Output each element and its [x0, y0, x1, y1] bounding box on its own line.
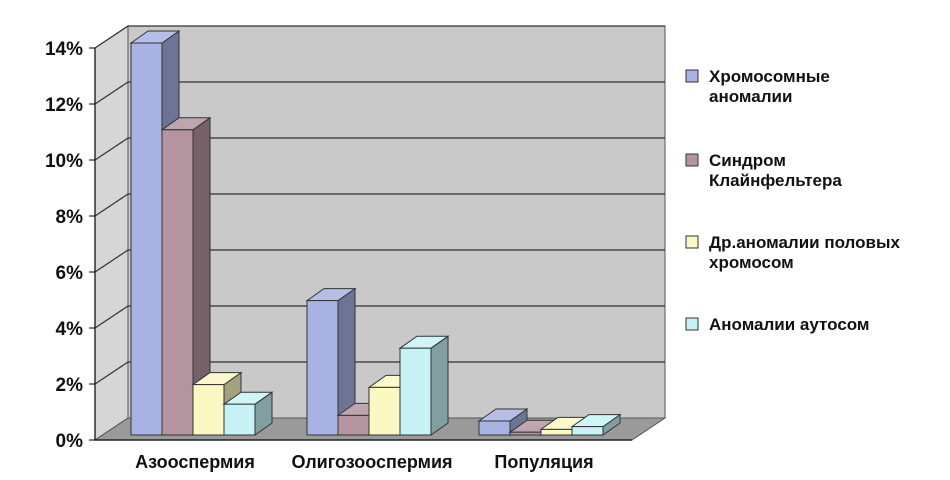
- bar: [368, 386, 401, 436]
- gridline: [94, 249, 665, 273]
- legend-label: Синдром: [709, 151, 786, 170]
- bar: [571, 426, 604, 436]
- bar: [337, 414, 370, 436]
- y-tick-label: 12%: [45, 95, 83, 116]
- gridline: [94, 81, 665, 105]
- legend-swatch: [685, 153, 699, 167]
- bar: [399, 347, 432, 436]
- y-tick-label: 10%: [45, 151, 83, 172]
- gridlines: [94, 25, 665, 385]
- bar: [509, 431, 542, 436]
- gridline: [94, 25, 665, 49]
- bar: [478, 420, 511, 436]
- y-tick-label: 8%: [56, 207, 84, 228]
- side-wall: [94, 25, 129, 441]
- bar: [130, 42, 163, 436]
- y-tick-label: 14%: [45, 39, 83, 60]
- bars: [129, 30, 622, 436]
- bar: [540, 428, 573, 436]
- gridline: [94, 305, 665, 329]
- category-labels: Азооспермия Олигозооспермия Популяция: [135, 452, 593, 472]
- legend-label: Аномалии аутосом: [709, 315, 870, 334]
- legend-label: Клайнфельтера: [709, 171, 842, 190]
- bar: [223, 403, 256, 436]
- y-tick-label: 6%: [56, 263, 84, 284]
- legend-label: Др.аномалии половых: [709, 233, 900, 252]
- legend-swatch: [685, 235, 699, 249]
- axes: [89, 47, 632, 441]
- legend-swatch: [685, 317, 699, 331]
- bar: [306, 300, 339, 436]
- legend-label: аномалии: [709, 87, 792, 106]
- gridline: [94, 137, 665, 161]
- gridline: [94, 361, 665, 385]
- y-tick-label: 4%: [56, 319, 84, 340]
- y-tick-label: 0%: [56, 431, 84, 452]
- bar-side: [430, 335, 449, 436]
- y-tick-labels: 0% 2% 4% 6% 8% 10% 12% 14%: [45, 39, 83, 452]
- category-label: Популяция: [494, 452, 593, 472]
- legend-label: Хромосомные: [709, 67, 830, 86]
- gridline: [94, 193, 665, 217]
- bar: [161, 129, 194, 436]
- legend-swatch: [685, 69, 699, 83]
- legend-label: хромосом: [709, 253, 794, 272]
- bar: [192, 384, 225, 436]
- category-label: Олигозооспермия: [291, 452, 452, 472]
- category-label: Азооспермия: [135, 452, 255, 472]
- y-tick-label: 2%: [56, 375, 84, 396]
